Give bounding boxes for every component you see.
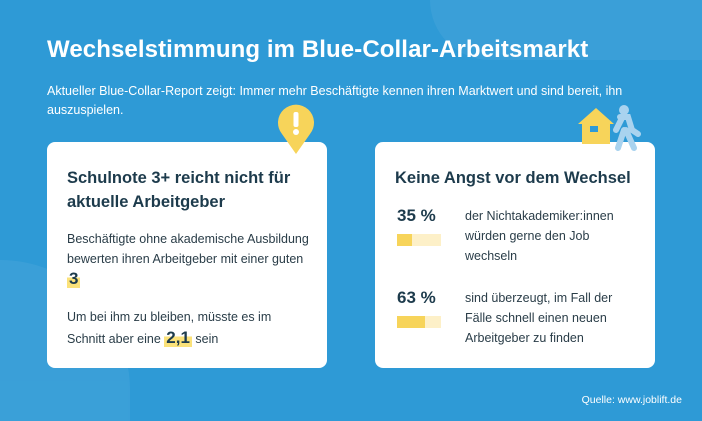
- card-title: Schulnote 3+ reicht nicht für aktuelle A…: [67, 169, 291, 211]
- stat-bar: [397, 316, 441, 328]
- stat-percent: 35 %: [397, 206, 436, 225]
- exclamation-pin-icon: [278, 104, 314, 154]
- subtitle: Aktueller Blue-Collar-Report zeigt: Imme…: [47, 84, 623, 117]
- card-paragraph: Beschäftigte ohne akademische Ausbildung…: [67, 230, 317, 291]
- source-note: Quelle: www.joblift.de: [581, 394, 682, 406]
- page-title: Wechselstimmung im Blue-Collar-Arbeitsma…: [47, 36, 589, 63]
- card-title: Keine Angst vor dem Wechsel: [395, 169, 631, 187]
- card-wechsel: Keine Angst vor dem Wechsel 35 % der Nic…: [375, 142, 655, 368]
- highlight-value: 2,1: [164, 327, 192, 347]
- house-walking-person-icon: [578, 105, 641, 151]
- stat-bar: [397, 234, 441, 246]
- stat-percent: 63 %: [397, 288, 436, 307]
- stat-bar-fill: [397, 234, 413, 246]
- card-schulnote: Schulnote 3+ reicht nicht für aktuelle A…: [47, 142, 327, 368]
- paragraph-text: Um bei ihm zu bleiben, müsste es im Schn…: [67, 310, 272, 346]
- stat-bar-fill: [397, 316, 425, 328]
- background-shape: [430, 0, 702, 60]
- stat-description: sind überzeugt, im Fall der Fälle schnel…: [465, 291, 613, 345]
- highlight-value: 3: [67, 269, 81, 288]
- paragraph-text: sein: [195, 331, 219, 346]
- paragraph-text: Beschäftigte ohne akademische Ausbildung…: [67, 232, 309, 266]
- card-paragraph: Um bei ihm zu bleiben, müsste es im Schn…: [67, 308, 312, 349]
- stat-description: der Nichtakademiker:innen würden gerne d…: [465, 209, 614, 263]
